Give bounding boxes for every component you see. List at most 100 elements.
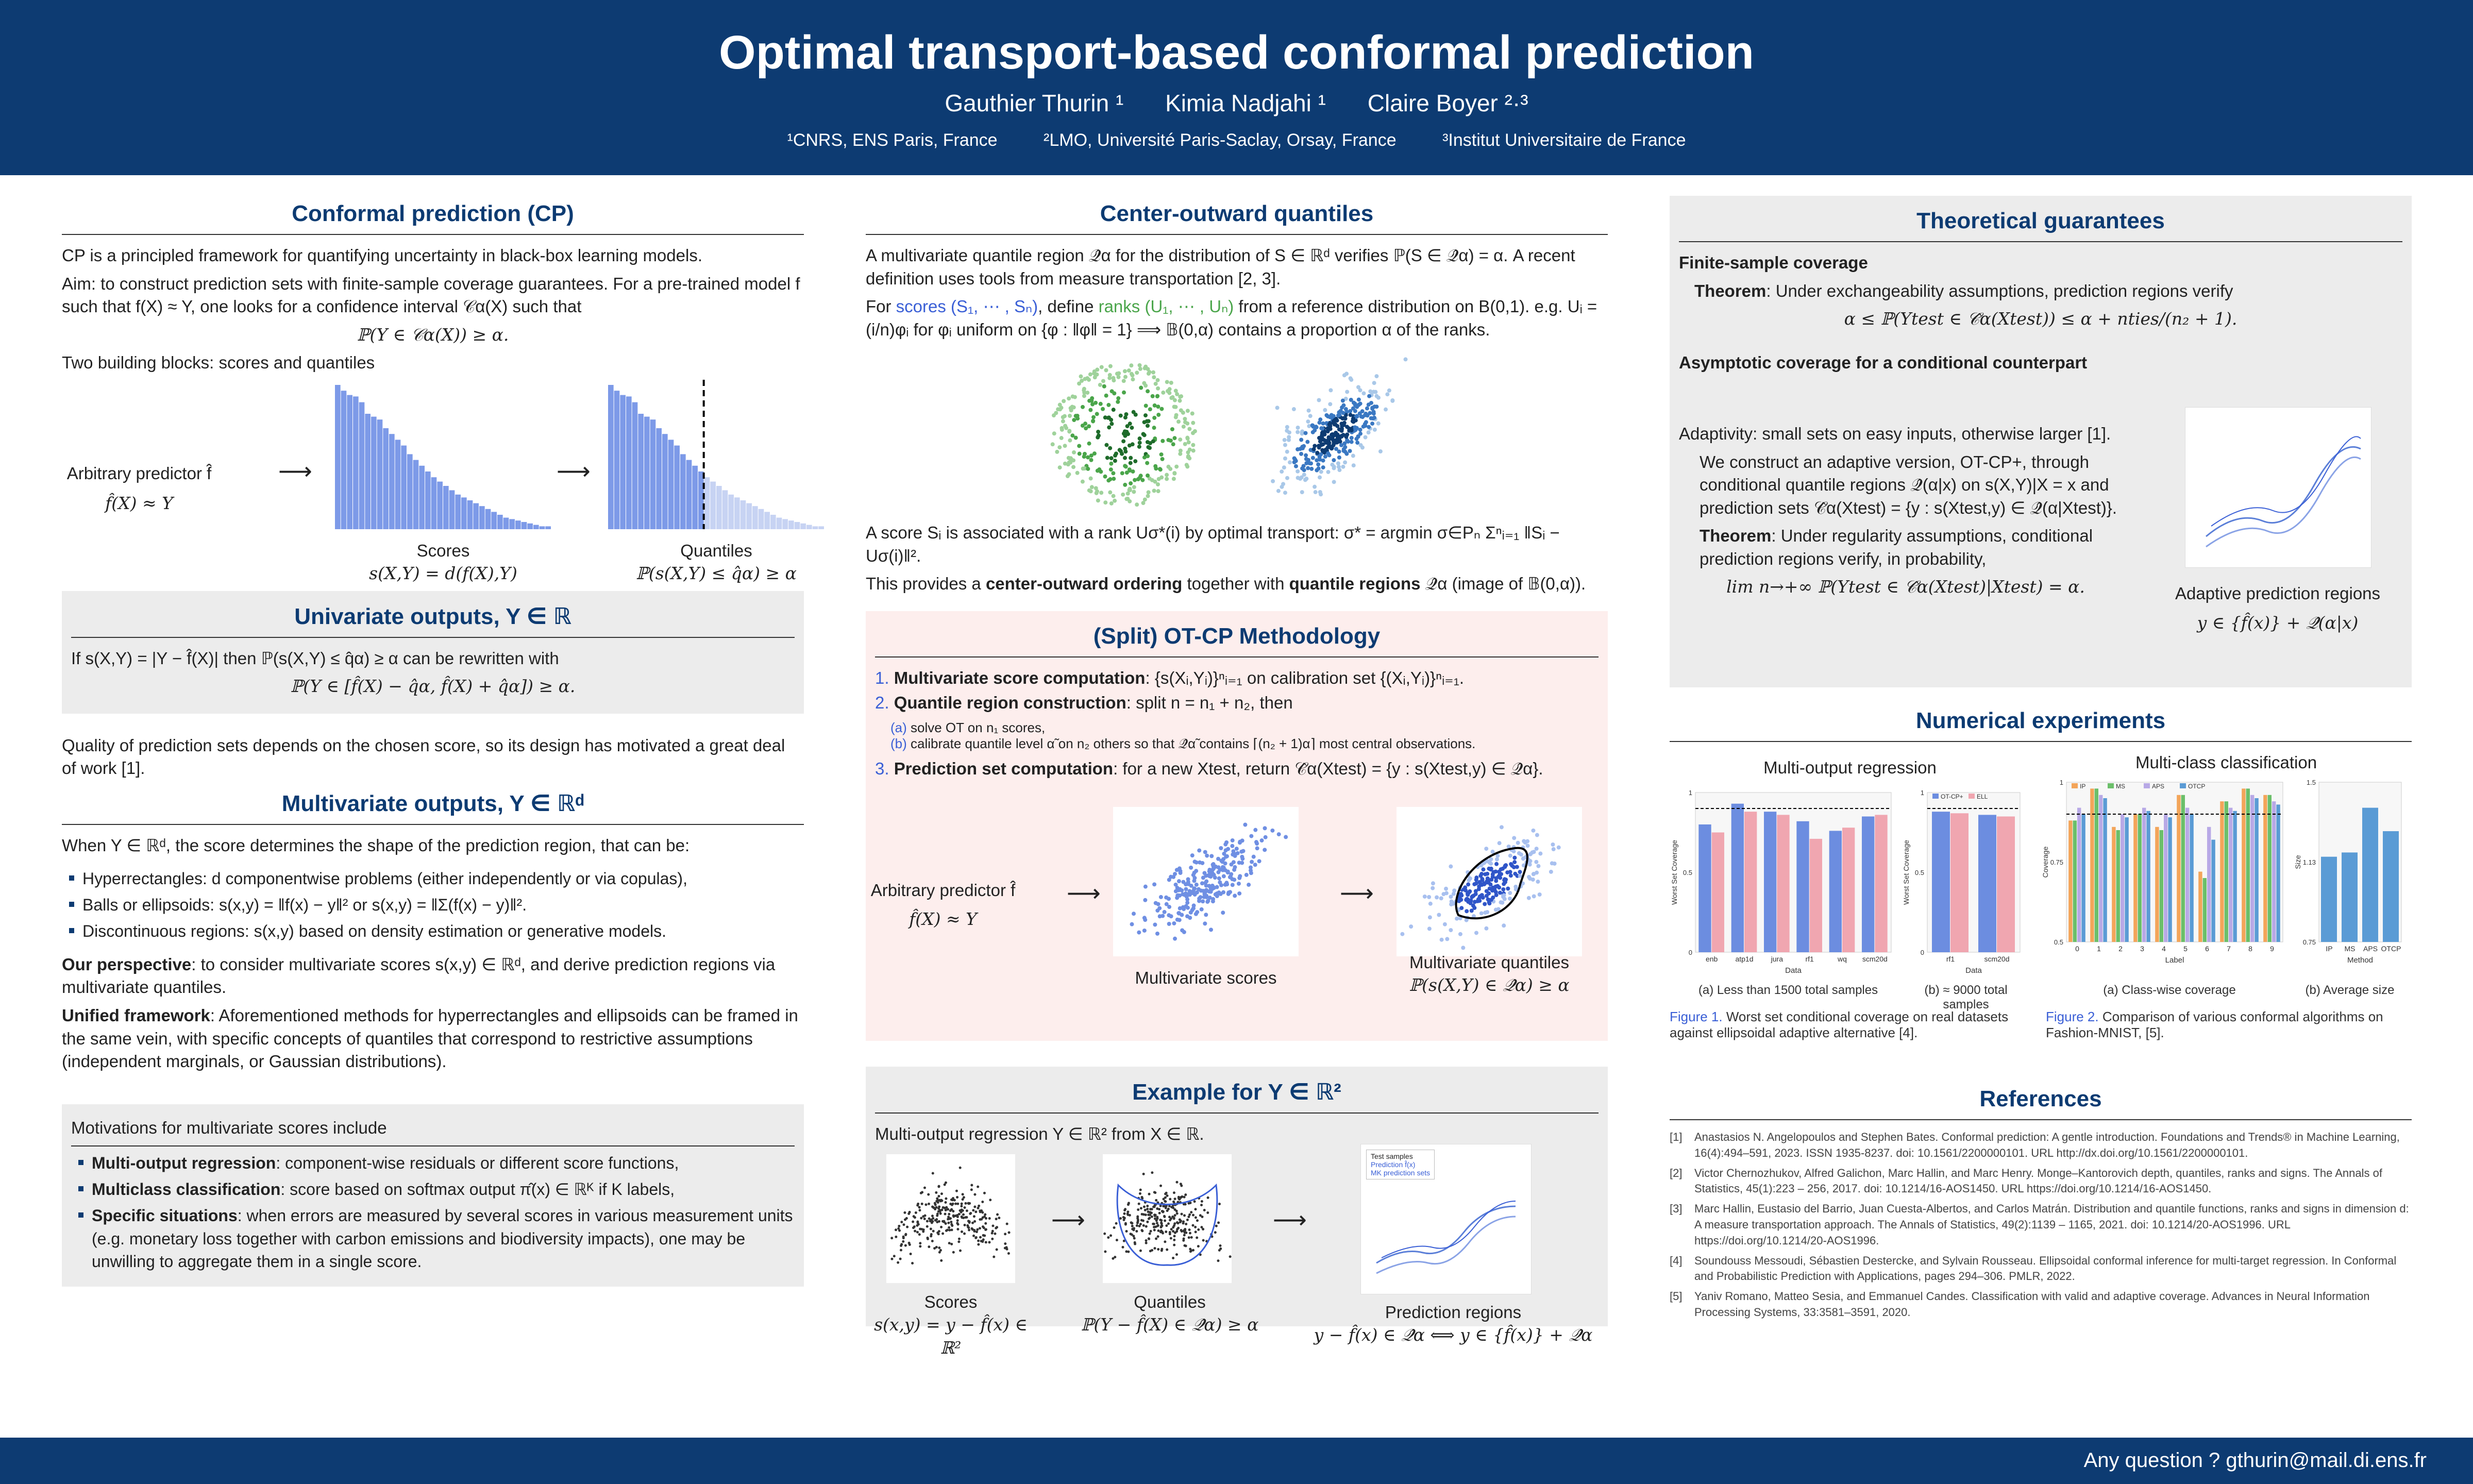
score-point [1323,408,1327,412]
example-point [902,1223,905,1226]
score-point [1175,917,1180,922]
histogram-bar [371,416,377,529]
fig2a-chart: 0 1 2 3 4 5 6 7 8 9 0.5 0.75 1 Label Coverage IP MS APS OT… [2041,779,2283,965]
example-point [956,1202,960,1205]
score-point [1189,883,1193,888]
quality-text: Quality of prediction sets depends on th… [62,735,785,778]
rank-point [1123,456,1128,460]
score-point [1442,922,1447,926]
rank-point [1143,413,1148,418]
example-point [1180,1229,1183,1233]
score-point [1316,462,1321,467]
chart-bar [1862,816,1875,952]
histogram-bar [788,520,794,529]
score-point [1203,850,1207,854]
example-point [1005,1247,1008,1251]
rank-point [1114,451,1118,456]
score-point [1253,828,1258,832]
example-point [965,1209,968,1212]
rank-point [1106,478,1111,483]
histogram-bar [734,497,740,529]
example-point [1132,1235,1135,1238]
rank-point [1133,478,1137,482]
score-point [1354,427,1358,432]
score-point [1304,453,1308,458]
ref-number: [2] [1670,1166,1683,1179]
predictor-text: Arbitrary predictor f̂ [870,880,1016,900]
chart-bar [2103,798,2107,942]
example-point [1153,1228,1156,1232]
example-point [916,1230,919,1234]
y-tick-label: 1 [1921,789,1924,797]
score-point [1306,466,1310,470]
example-point [1191,1213,1195,1217]
x-axis-label: Data [1785,966,1802,975]
otcp-substep-b: (b) calibrate quantile level α̃ on n₂ ot… [890,736,1599,752]
score-point [1356,397,1361,402]
rank-point [1175,392,1180,397]
example-point [1146,1207,1149,1210]
example-point [952,1251,955,1254]
rank-point [1089,398,1094,403]
score-point [1494,876,1499,881]
score-point [1177,887,1182,891]
univariate-title: Univariate outputs, Y ∈ ℝ [71,598,795,638]
y-tick-label: 1.5 [2307,779,2316,786]
chart-bar [1875,815,1888,952]
rank-point [1084,426,1088,431]
num-figures: Multi-output regression enb atp1d jura rf1 w… [1670,751,2412,1071]
rank-point [1172,404,1176,409]
score-point [1362,422,1367,427]
rank-point [1068,414,1072,418]
example-point [945,1197,948,1200]
score-point [1332,419,1337,424]
adaptive-caption: Adaptive prediction regions y ∈ {f̂(x)} … [2159,582,2396,634]
example-point [996,1213,999,1216]
rank-point [1089,458,1093,462]
y-tick-label: 0.5 [2054,938,2063,946]
contact-email[interactable]: Any question ? gthurin@mail.di.ens.fr [2083,1449,2427,1472]
example-point [1004,1242,1007,1245]
x-tick-label: APS [2363,945,2378,953]
score-point [1508,890,1512,895]
score-point [1282,465,1286,470]
example-point [948,1241,951,1244]
example-point [1156,1217,1159,1220]
score-point [1304,461,1309,466]
rank-point [1103,500,1108,505]
score-point [1498,890,1502,895]
rank-point [1108,467,1113,472]
score-point [1326,451,1331,456]
score-point [1525,839,1530,844]
score-point [1307,424,1311,429]
x-tick-label: rf1 [1946,955,1955,963]
example-point [1139,1249,1142,1252]
score-point [1431,881,1435,886]
score-point [1152,882,1157,887]
example-point [1140,1195,1143,1199]
score-point [1385,392,1390,397]
cp-aim-label: Aim [62,274,91,293]
chart-bar [2263,795,2267,942]
ref-number: [4] [1670,1254,1683,1267]
histogram-bar [776,517,782,529]
score-point [1237,875,1242,880]
cq-text-4e: 𝒬̂α (image of 𝔹(0,α)). [1425,574,1586,594]
histogram-bar [692,465,698,529]
substep-text: solve OT on n₁ scores, [911,719,1046,735]
example-point [989,1199,992,1202]
example-point [1184,1203,1187,1206]
score-point [1203,881,1207,885]
fig2b-subcaption: (b) Average size [2305,983,2395,997]
rank-point [1129,372,1134,376]
score-point [1250,859,1254,864]
example-point [935,1200,938,1203]
example-point [1193,1200,1196,1203]
score-point [1191,903,1196,908]
example-point [945,1206,948,1209]
rank-point [1073,435,1078,440]
example-point [941,1232,945,1235]
histogram-bar [812,526,818,529]
score-point [1370,406,1375,410]
rank-point [1135,370,1139,375]
